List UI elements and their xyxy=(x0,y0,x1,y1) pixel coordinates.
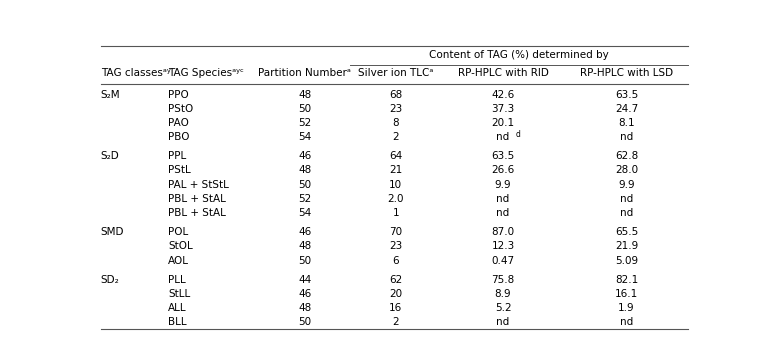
Text: nd: nd xyxy=(496,194,509,204)
Text: SD₂: SD₂ xyxy=(101,275,119,285)
Text: RP-HPLC with RID: RP-HPLC with RID xyxy=(458,68,549,78)
Text: 16: 16 xyxy=(389,303,402,313)
Text: PBO: PBO xyxy=(168,132,190,142)
Text: PAL + StStL: PAL + StStL xyxy=(168,180,229,190)
Text: 2: 2 xyxy=(393,132,399,142)
Text: 12.3: 12.3 xyxy=(491,241,515,251)
Text: TAG Speciesᵃʸᶜ: TAG Speciesᵃʸᶜ xyxy=(168,68,244,78)
Text: 48: 48 xyxy=(298,303,312,313)
Text: PLL: PLL xyxy=(168,275,186,285)
Text: 54: 54 xyxy=(298,132,312,142)
Text: 50: 50 xyxy=(298,255,312,265)
Text: 63.5: 63.5 xyxy=(615,90,638,100)
Text: AOL: AOL xyxy=(168,255,190,265)
Text: BLL: BLL xyxy=(168,317,186,327)
Text: 1.9: 1.9 xyxy=(618,303,634,313)
Text: 20: 20 xyxy=(390,289,402,299)
Text: nd: nd xyxy=(496,208,509,218)
Text: 68: 68 xyxy=(389,90,402,100)
Text: 10: 10 xyxy=(390,180,402,190)
Text: 8.9: 8.9 xyxy=(495,289,512,299)
Text: 48: 48 xyxy=(298,166,312,175)
Text: nd: nd xyxy=(620,132,633,142)
Text: ALL: ALL xyxy=(168,303,186,313)
Text: PBL + StAL: PBL + StAL xyxy=(168,194,226,204)
Text: 70: 70 xyxy=(390,227,402,237)
Text: StOL: StOL xyxy=(168,241,193,251)
Text: 87.0: 87.0 xyxy=(491,227,515,237)
Text: 42.6: 42.6 xyxy=(491,90,515,100)
Text: StLL: StLL xyxy=(168,289,190,299)
Text: 8.1: 8.1 xyxy=(618,118,634,128)
Text: PStL: PStL xyxy=(168,166,191,175)
Text: 65.5: 65.5 xyxy=(615,227,638,237)
Text: 82.1: 82.1 xyxy=(615,275,638,285)
Text: SMD: SMD xyxy=(101,227,124,237)
Text: nd: nd xyxy=(496,132,509,142)
Text: 64: 64 xyxy=(389,151,402,161)
Text: nd: nd xyxy=(496,317,509,327)
Text: PStO: PStO xyxy=(168,104,193,114)
Text: PPL: PPL xyxy=(168,151,186,161)
Text: 5.2: 5.2 xyxy=(495,303,512,313)
Text: 75.8: 75.8 xyxy=(491,275,515,285)
Text: PBL + StAL: PBL + StAL xyxy=(168,208,226,218)
Text: 1: 1 xyxy=(393,208,399,218)
Text: 48: 48 xyxy=(298,90,312,100)
Text: Partition Numberᵃ: Partition Numberᵃ xyxy=(258,68,351,78)
Text: 24.7: 24.7 xyxy=(615,104,638,114)
Text: 62.8: 62.8 xyxy=(615,151,638,161)
Text: Silver ion TLCᵃ: Silver ion TLCᵃ xyxy=(358,68,434,78)
Text: S₂D: S₂D xyxy=(101,151,119,161)
Text: 23: 23 xyxy=(389,241,402,251)
Text: d: d xyxy=(516,130,521,140)
Text: 52: 52 xyxy=(298,118,312,128)
Text: 9.9: 9.9 xyxy=(495,180,512,190)
Text: TAG classesᵃʸ: TAG classesᵃʸ xyxy=(101,68,171,78)
Text: 5.09: 5.09 xyxy=(615,255,638,265)
Text: 2: 2 xyxy=(393,317,399,327)
Text: 54: 54 xyxy=(298,208,312,218)
Text: 21.9: 21.9 xyxy=(615,241,638,251)
Text: POL: POL xyxy=(168,227,189,237)
Text: 46: 46 xyxy=(298,289,312,299)
Text: 16.1: 16.1 xyxy=(615,289,638,299)
Text: 48: 48 xyxy=(298,241,312,251)
Text: Content of TAG (%) determined by: Content of TAG (%) determined by xyxy=(429,50,609,60)
Text: PPO: PPO xyxy=(168,90,189,100)
Text: 28.0: 28.0 xyxy=(615,166,638,175)
Text: 9.9: 9.9 xyxy=(618,180,634,190)
Text: 62: 62 xyxy=(389,275,402,285)
Text: 44: 44 xyxy=(298,275,312,285)
Text: nd: nd xyxy=(620,317,633,327)
Text: 50: 50 xyxy=(298,317,312,327)
Text: 46: 46 xyxy=(298,227,312,237)
Text: 6: 6 xyxy=(393,255,399,265)
Text: nd: nd xyxy=(620,208,633,218)
Text: 0.47: 0.47 xyxy=(491,255,515,265)
Text: 26.6: 26.6 xyxy=(491,166,515,175)
Text: 50: 50 xyxy=(298,180,312,190)
Text: RP-HPLC with LSD: RP-HPLC with LSD xyxy=(580,68,673,78)
Text: 23: 23 xyxy=(389,104,402,114)
Text: 20.1: 20.1 xyxy=(491,118,515,128)
Text: nd: nd xyxy=(620,194,633,204)
Text: 8: 8 xyxy=(393,118,399,128)
Text: 63.5: 63.5 xyxy=(491,151,515,161)
Text: 2.0: 2.0 xyxy=(387,194,404,204)
Text: 37.3: 37.3 xyxy=(491,104,515,114)
Text: 52: 52 xyxy=(298,194,312,204)
Text: S₂M: S₂M xyxy=(101,90,121,100)
Text: PAO: PAO xyxy=(168,118,189,128)
Text: 50: 50 xyxy=(298,104,312,114)
Text: 21: 21 xyxy=(389,166,402,175)
Text: 46: 46 xyxy=(298,151,312,161)
